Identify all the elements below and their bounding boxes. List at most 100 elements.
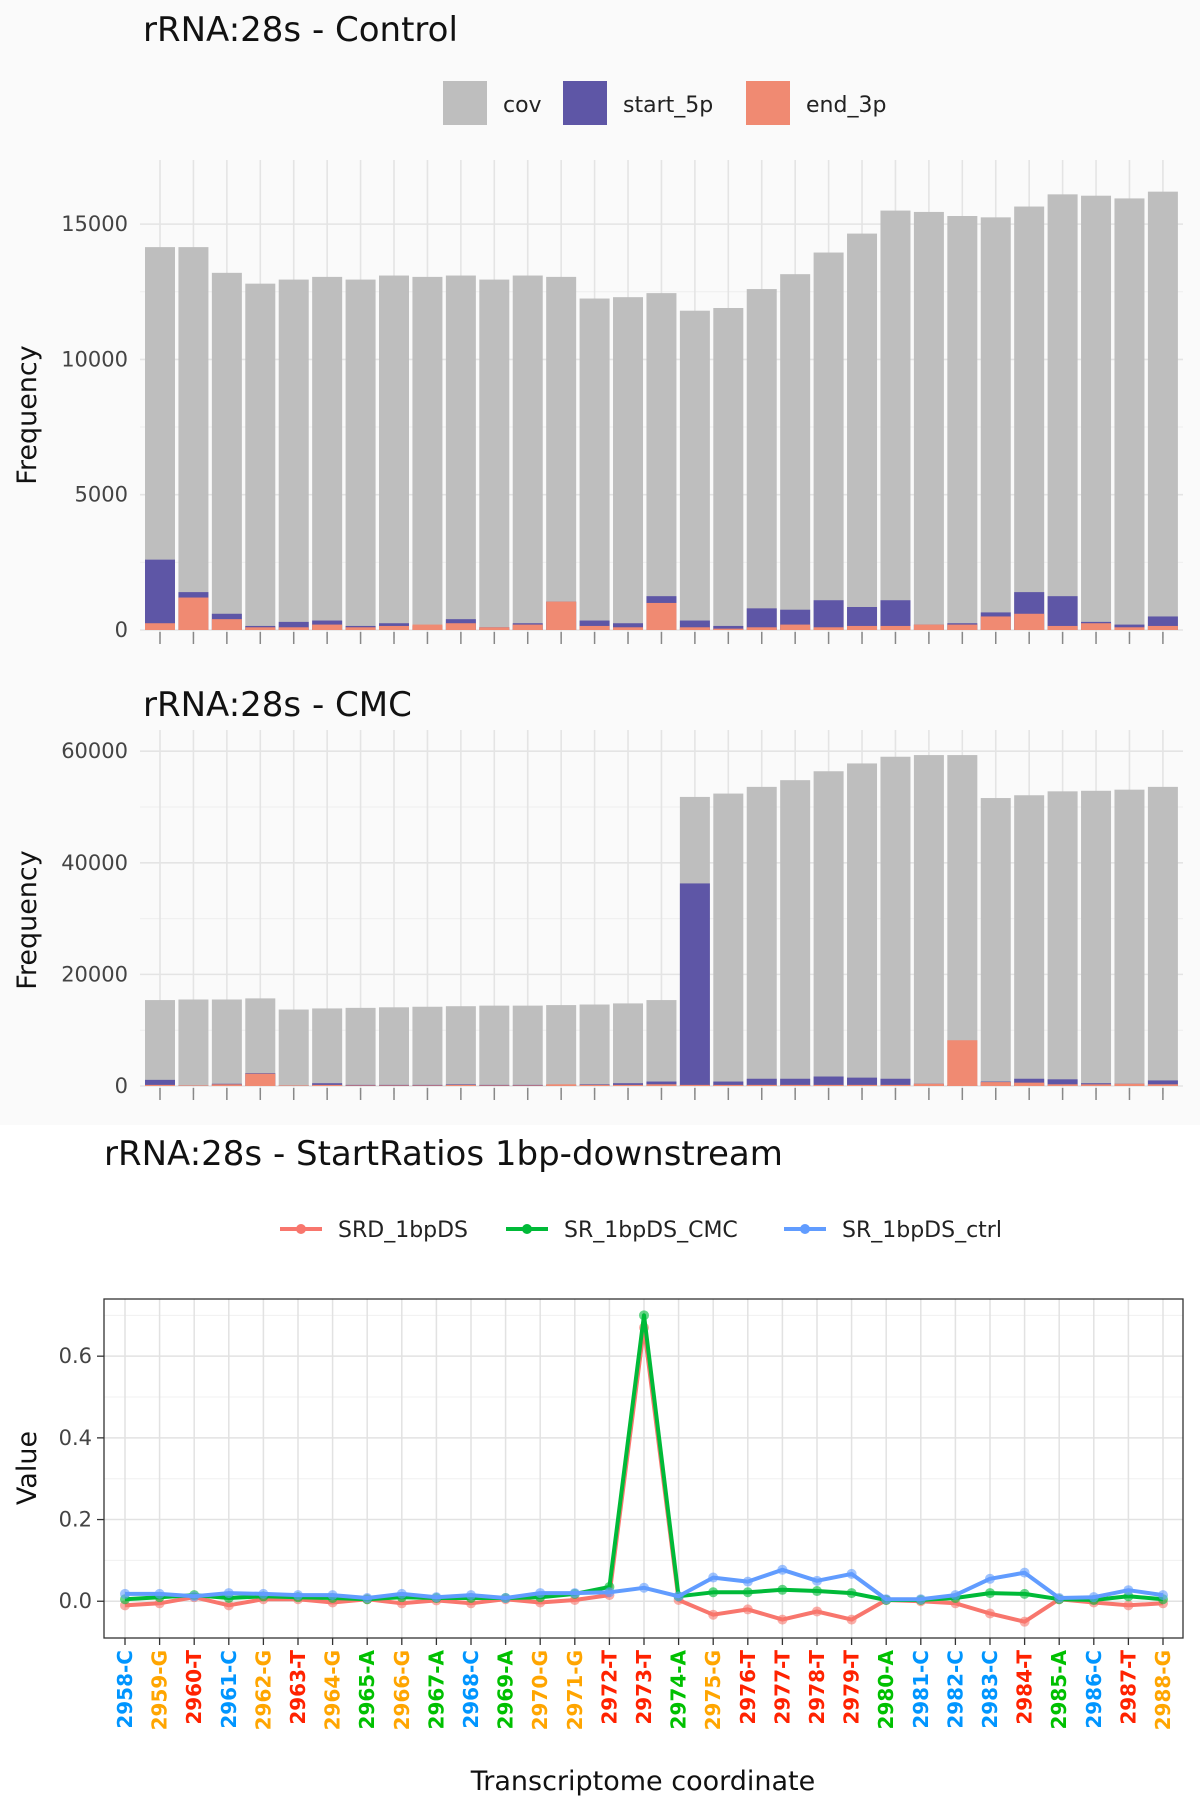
- bar-cov: [813, 252, 844, 630]
- x-tick-label: 2979-T: [840, 1650, 864, 1725]
- y-tick-label: 40000: [61, 851, 128, 875]
- bar-start-5p: [312, 1083, 343, 1086]
- bar-end-3p: [1147, 1084, 1178, 1086]
- legend-ratios: SRD_1bpDS SR_1bpDS_CMC SR_1bpDS_ctrl: [280, 1218, 1002, 1243]
- bar-cov: [546, 1005, 577, 1086]
- bar-cov: [646, 1000, 677, 1086]
- bar-end-3p: [412, 624, 443, 630]
- bar-cov: [312, 276, 343, 630]
- panel-cmc: rRNA:28s - CMC 0 20000 40000 60000 Frequenc…: [0, 670, 1200, 1125]
- bar-cov: [345, 1007, 376, 1086]
- y-axis-title-cmc: Frequency: [12, 850, 43, 990]
- bar-cov: [245, 998, 276, 1086]
- x-tick-label: 2980-A: [874, 1649, 898, 1729]
- bar-start-5p: [780, 1078, 811, 1086]
- bar-end-3p: [178, 597, 209, 630]
- x-tick-label: 2962-G: [251, 1650, 275, 1730]
- bar-cov: [1147, 191, 1178, 630]
- bar-cov: [345, 279, 376, 630]
- series-point-SR_1bpDS_ctrl: [777, 1564, 788, 1575]
- bar-cov: [145, 1000, 175, 1086]
- series-point-SR_1bpDS_ctrl: [327, 1590, 338, 1601]
- y-axis-title-ratios: Value: [12, 1431, 43, 1505]
- series-point-SR_1bpDS_ctrl: [1123, 1585, 1134, 1596]
- bar-end-3p: [245, 627, 276, 630]
- bar-cov: [913, 755, 944, 1086]
- bar-start-5p: [278, 621, 309, 630]
- bar-end-3p: [1081, 623, 1112, 630]
- bar-cov: [980, 798, 1011, 1086]
- bar-end-3p: [479, 1085, 510, 1086]
- bar-end-3p: [145, 1084, 175, 1086]
- legend-key-point-SR_1bpDS_ctrl: [800, 1224, 810, 1234]
- bar-start-5p: [813, 1076, 844, 1086]
- x-tick-label: 2968-C: [459, 1650, 483, 1729]
- y-tick-label: 0: [115, 1074, 128, 1098]
- bar-cov: [1047, 791, 1078, 1086]
- bar-cov: [1114, 789, 1145, 1086]
- legend-key-end_3p: [746, 81, 790, 125]
- bar-end-3p: [947, 1040, 978, 1086]
- bar-start-5p: [679, 620, 710, 630]
- bar-cov: [780, 274, 811, 630]
- bar-cov: [1081, 195, 1112, 631]
- bar-cov: [813, 771, 844, 1086]
- series-point-SRD_1bpDS: [742, 1604, 753, 1615]
- bar-cov: [679, 310, 710, 630]
- series-point-SRD_1bpDS: [708, 1609, 719, 1620]
- bar-end-3p: [679, 627, 710, 630]
- bar-start-5p: [847, 1077, 878, 1086]
- bar-cov: [278, 279, 309, 630]
- bar-end-3p: [947, 624, 978, 630]
- bar-cov: [713, 308, 744, 630]
- bar-start-5p: [746, 608, 777, 630]
- bar-cov: [245, 283, 276, 630]
- bar-end-3p: [412, 1085, 443, 1086]
- bar-end-3p: [847, 625, 878, 630]
- series-point-SR_1bpDS_ctrl: [604, 1587, 615, 1598]
- bar-start-5p: [713, 1081, 744, 1086]
- bar-cov: [412, 276, 443, 630]
- series-point-SR_1bpDS_ctrl: [1088, 1592, 1099, 1603]
- bar-cov: [780, 780, 811, 1086]
- bar-end-3p: [1014, 613, 1045, 630]
- bar-end-3p: [713, 1084, 744, 1086]
- x-tick-label: 2958-C: [113, 1650, 137, 1729]
- x-tick-label: 2966-G: [390, 1650, 414, 1730]
- series-point-SR_1bpDS_ctrl: [466, 1590, 476, 1601]
- series-point-SR_1bpDS_ctrl: [1054, 1592, 1065, 1603]
- bar-cov: [1014, 206, 1045, 630]
- series-point-SR_1bpDS_ctrl: [362, 1592, 373, 1603]
- x-tick-label: 2976-T: [736, 1650, 760, 1725]
- bar-end-3p: [613, 1084, 644, 1086]
- bar-end-3p: [847, 1084, 878, 1086]
- series-point-SRD_1bpDS: [1019, 1616, 1030, 1627]
- x-tick-label: 2978-T: [805, 1650, 829, 1725]
- bar-cov: [847, 763, 878, 1086]
- bar-end-3p: [913, 624, 944, 630]
- bar-cov: [947, 755, 978, 1086]
- x-tick-label: 2965-A: [355, 1649, 379, 1729]
- x-tick-label: 2960-T: [182, 1650, 206, 1725]
- bar-cov: [1147, 786, 1178, 1086]
- legend-label-SR_1bpDS_CMC: SR_1bpDS_CMC: [564, 1218, 738, 1243]
- series-point-SR_1bpDS_ctrl: [673, 1591, 684, 1602]
- bar-end-3p: [345, 627, 376, 630]
- x-tick-label: 2961-C: [217, 1650, 241, 1729]
- panel-ratios-title: rRNA:28s - StartRatios 1bp-downstream: [104, 1134, 783, 1174]
- series-point-SR_1bpDS_CMC: [985, 1588, 995, 1599]
- bar-cov: [880, 210, 911, 630]
- x-tick-label: 2970-G: [528, 1650, 552, 1730]
- bar-start-5p: [1047, 596, 1078, 630]
- bar-cov: [445, 275, 476, 630]
- bar-end-3p: [1114, 627, 1145, 630]
- series-point-SR_1bpDS_ctrl: [431, 1592, 442, 1603]
- series-point-SR_1bpDS_ctrl: [258, 1588, 269, 1599]
- bar-cov: [947, 216, 978, 630]
- bar-end-3p: [1014, 1082, 1045, 1086]
- bar-start-5p: [880, 600, 911, 630]
- y-tick-label: 60000: [61, 739, 128, 763]
- bar-start-5p: [679, 883, 710, 1086]
- bar-end-3p: [479, 627, 510, 630]
- bar-end-3p: [646, 602, 677, 630]
